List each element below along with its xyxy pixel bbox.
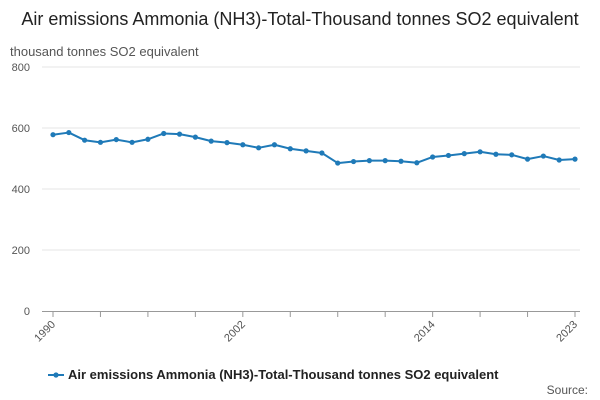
y-tick-label: 200	[12, 245, 30, 257]
y-tick-label: 600	[12, 123, 30, 135]
legend[interactable]: Air emissions Ammonia (NH3)-Total-Thousa…	[48, 367, 499, 382]
data-point[interactable]	[524, 156, 531, 162]
data-point[interactable]	[271, 142, 278, 148]
x-tick-label: 2002	[222, 319, 248, 345]
x-tick-label: 2023	[554, 319, 580, 345]
data-point[interactable]	[240, 142, 246, 148]
data-point[interactable]	[398, 158, 404, 164]
y-tick-label: 400	[12, 184, 30, 196]
data-point[interactable]	[224, 140, 230, 146]
axes: 0 200 400 600 800 1990 2002 2014 2023	[12, 62, 580, 344]
series-layer	[50, 129, 578, 166]
data-point[interactable]	[82, 137, 88, 143]
data-point[interactable]	[50, 132, 56, 138]
source-label[interactable]: Source:	[546, 383, 588, 397]
y-tick-label: 0	[24, 306, 30, 318]
data-point[interactable]	[366, 158, 372, 164]
x-tick-label: 2014	[412, 319, 438, 345]
data-point[interactable]	[192, 134, 198, 140]
data-point[interactable]	[287, 146, 293, 152]
data-point[interactable]	[477, 149, 483, 155]
data-point[interactable]	[540, 153, 546, 159]
data-point[interactable]	[256, 145, 262, 151]
data-point[interactable]	[129, 139, 135, 145]
data-point[interactable]	[350, 158, 357, 165]
data-point[interactable]	[509, 152, 515, 158]
data-point[interactable]	[303, 148, 309, 154]
y-axis-unit-label: thousand tonnes SO2 equivalent	[10, 44, 199, 59]
legend-label[interactable]: Air emissions Ammonia (NH3)-Total-Thousa…	[68, 367, 499, 382]
data-point[interactable]	[97, 139, 104, 145]
gridlines	[42, 66, 580, 251]
legend-marker-swatch	[53, 372, 59, 378]
data-point[interactable]	[176, 131, 183, 137]
data-point[interactable]	[445, 152, 452, 159]
data-point[interactable]	[335, 160, 341, 166]
data-point[interactable]	[66, 129, 72, 136]
data-point[interactable]	[461, 151, 467, 157]
data-point[interactable]	[382, 158, 388, 164]
data-point[interactable]	[556, 157, 562, 163]
data-point[interactable]	[414, 160, 420, 166]
data-point[interactable]	[430, 154, 436, 160]
data-point[interactable]	[145, 136, 151, 142]
data-point[interactable]	[319, 150, 325, 156]
x-tick-label: 1990	[32, 319, 58, 345]
series-line	[52, 131, 576, 165]
chart-title: Air emissions Ammonia (NH3)-Total-Thousa…	[21, 9, 579, 29]
y-tick-label: 800	[12, 62, 30, 74]
data-point[interactable]	[493, 151, 499, 157]
data-point[interactable]	[161, 130, 167, 137]
data-point[interactable]	[113, 136, 119, 143]
data-point[interactable]	[208, 138, 214, 144]
data-point[interactable]	[572, 156, 578, 162]
